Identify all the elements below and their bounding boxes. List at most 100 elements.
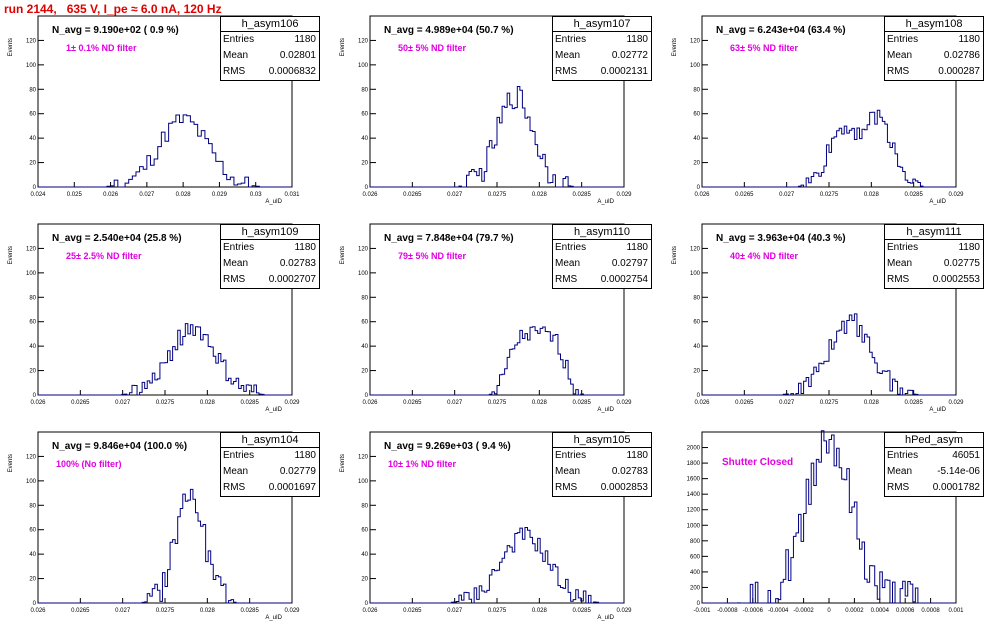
rms-label: RMS bbox=[555, 274, 578, 285]
mean-label: Mean bbox=[887, 258, 913, 269]
entries-label: Entries bbox=[887, 450, 919, 461]
histogram-name: h_asym110 bbox=[553, 225, 651, 240]
mean-value: -5.14e-06 bbox=[937, 466, 980, 477]
filter-label: Shutter Closed bbox=[722, 457, 794, 468]
x-tick-label: 0.0285 bbox=[240, 400, 259, 406]
x-tick-label: 0.0265 bbox=[403, 400, 422, 406]
x-tick-label: 0.026 bbox=[694, 400, 710, 406]
y-tick-label: 60 bbox=[29, 528, 36, 534]
y-tick-label: 0 bbox=[697, 185, 701, 191]
x-tick-label: 0.03 bbox=[250, 192, 262, 198]
rms-value: 0.0002754 bbox=[600, 274, 648, 285]
x-tick-label: 0.026 bbox=[30, 400, 46, 406]
x-tick-label: 0.0008 bbox=[921, 608, 940, 614]
entries-value: 1180 bbox=[294, 450, 316, 461]
histogram-plot: 0.026 0.0265 0.027 0.0275 0.028 0.0285 0.029 0 2… bbox=[340, 15, 632, 205]
y-tick-label: 120 bbox=[358, 246, 369, 252]
rms-value: 0.0001697 bbox=[268, 482, 316, 493]
x-tick-label: 0.029 bbox=[284, 400, 300, 406]
rms-label: RMS bbox=[555, 66, 578, 77]
x-tick-label: 0.026 bbox=[362, 192, 378, 198]
histogram-plot: 0.026 0.0265 0.027 0.0275 0.028 0.0285 0.029 0 2… bbox=[8, 431, 300, 621]
y-tick-label: 0 bbox=[33, 601, 37, 607]
histogram-plot: 0.026 0.0265 0.027 0.0275 0.028 0.0285 0.029 0 2… bbox=[672, 15, 964, 205]
x-tick-label: 0.0285 bbox=[904, 192, 923, 198]
y-tick-label: 40 bbox=[29, 136, 36, 142]
histogram-plot: 0.026 0.0265 0.027 0.0275 0.028 0.0285 0.029 0 2… bbox=[672, 223, 964, 413]
histogram-line bbox=[370, 86, 624, 188]
y-tick-label: 1600 bbox=[687, 477, 701, 483]
mean-value: 0.02797 bbox=[611, 258, 648, 269]
x-tick-label: 0.028 bbox=[176, 192, 192, 198]
y-tick-label: 100 bbox=[358, 271, 369, 277]
histogram-name: h_asym105 bbox=[553, 433, 651, 448]
filter-label: 100% (No filter) bbox=[56, 459, 122, 469]
y-axis-label: Events bbox=[672, 38, 678, 56]
n-avg-label: N_avg = 3.963e+04 (40.3 %) bbox=[716, 233, 846, 244]
filter-label: 50± 5% ND filter bbox=[398, 43, 466, 53]
x-tick-label: 0.0285 bbox=[572, 608, 591, 614]
x-tick-label: 0.026 bbox=[362, 608, 378, 614]
y-tick-label: 0 bbox=[697, 393, 701, 399]
entries-label: Entries bbox=[555, 34, 587, 45]
x-tick-label: 0.029 bbox=[616, 192, 632, 198]
entries-value: 46051 bbox=[952, 450, 980, 461]
y-tick-label: 100 bbox=[690, 271, 701, 277]
histogram-name: h_asym104 bbox=[221, 433, 319, 448]
x-tick-label: 0.027 bbox=[115, 400, 131, 406]
y-tick-label: 600 bbox=[690, 554, 701, 560]
rms-value: 0.0002131 bbox=[600, 66, 648, 77]
histogram-line bbox=[370, 527, 624, 604]
y-axis-label: Events bbox=[340, 38, 346, 56]
x-tick-label: 0.027 bbox=[447, 608, 463, 614]
x-axis-label: A_uID bbox=[597, 407, 614, 413]
histogram-plot: 0.026 0.0265 0.027 0.0275 0.028 0.0285 0.029 0 2… bbox=[8, 223, 300, 413]
mean-value: 0.02786 bbox=[943, 50, 980, 61]
y-tick-label: 20 bbox=[361, 369, 368, 375]
y-axis-label: Events bbox=[340, 454, 346, 472]
entries-value: 1180 bbox=[958, 242, 980, 253]
y-tick-label: 80 bbox=[693, 87, 700, 93]
x-tick-label: 0.0275 bbox=[820, 400, 839, 406]
histogram-plot: -0.001 -0.0008 -0.0006 -0.0004 -0.0002 0 0.000… bbox=[687, 430, 964, 614]
y-tick-label: 60 bbox=[693, 112, 700, 118]
x-tick-label: 0.027 bbox=[115, 608, 131, 614]
mean-label: Mean bbox=[887, 50, 913, 61]
x-tick-label: 0.028 bbox=[864, 400, 880, 406]
y-tick-label: 1800 bbox=[687, 461, 701, 467]
stats-box: h_asym109 Entries 1180 Mean 0.02783 RMS 0.0… bbox=[220, 224, 320, 289]
y-tick-label: 100 bbox=[358, 63, 369, 69]
histogram-line bbox=[370, 326, 624, 396]
rms-value: 0.0002853 bbox=[600, 482, 648, 493]
histogram-plot: 0.026 0.0265 0.027 0.0275 0.028 0.0285 0.029 0 2… bbox=[340, 431, 632, 621]
y-tick-label: 100 bbox=[26, 271, 37, 277]
y-tick-label: 100 bbox=[358, 479, 369, 485]
y-tick-label: 80 bbox=[361, 87, 368, 93]
histogram-name: h_asym108 bbox=[885, 17, 983, 32]
plot-frame bbox=[37, 15, 293, 188]
mean-value: 0.02775 bbox=[943, 258, 980, 269]
x-tick-label: 0.027 bbox=[447, 400, 463, 406]
rms-value: 0.0002707 bbox=[268, 274, 316, 285]
x-axis-label: A_uID bbox=[265, 615, 282, 621]
x-tick-label: 0.0285 bbox=[572, 192, 591, 198]
x-tick-label: 0.001 bbox=[948, 608, 964, 614]
x-tick-label: 0.0004 bbox=[871, 608, 890, 614]
mean-label: Mean bbox=[887, 466, 913, 477]
x-tick-label: -0.0002 bbox=[793, 608, 814, 614]
run-title: run 2144, 635 V, I_pe ≈ 6.0 nA, 120 Hz bbox=[4, 2, 222, 16]
entries-value: 1180 bbox=[294, 242, 316, 253]
mean-value: 0.02772 bbox=[611, 50, 648, 61]
y-axis-label: Events bbox=[8, 38, 14, 56]
x-tick-label: 0.026 bbox=[30, 608, 46, 614]
y-tick-label: 40 bbox=[361, 344, 368, 350]
mean-label: Mean bbox=[555, 466, 581, 477]
stats-box: h_asym108 Entries 1180 Mean 0.02786 RMS 0.0… bbox=[884, 16, 984, 81]
n-avg-label: N_avg = 9.269e+03 ( 9.4 %) bbox=[384, 441, 511, 452]
x-tick-label: 0.0275 bbox=[156, 608, 175, 614]
x-tick-label: 0.027 bbox=[779, 400, 795, 406]
y-tick-label: 60 bbox=[361, 528, 368, 534]
histogram-name: hPed_asym bbox=[885, 433, 983, 448]
y-tick-label: 20 bbox=[693, 161, 700, 167]
y-tick-label: 120 bbox=[358, 454, 369, 460]
